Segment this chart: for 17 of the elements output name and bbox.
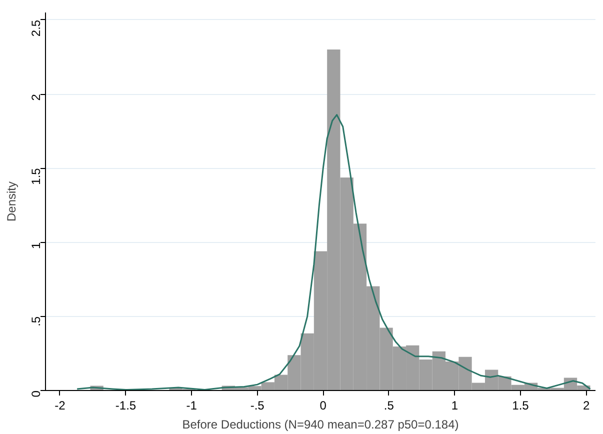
y-tick-label: 1.5	[29, 168, 43, 185]
y-tick-label: 0	[29, 390, 43, 398]
x-tick-label: 1.5	[512, 398, 530, 412]
x-tick-label: -2	[54, 398, 66, 412]
y-tick-label: 2.5	[29, 20, 43, 37]
y-axis-title: Density	[4, 181, 18, 222]
x-tick-label: -1	[186, 398, 198, 412]
y-tick-label: .5	[29, 316, 43, 326]
x-tick-label: 2	[582, 398, 590, 412]
x-tick-label: 1	[451, 398, 458, 412]
x-axis-title: Before Deductions (N=940 mean=0.287 p50=0.184)	[182, 418, 459, 432]
x-tick-label: 0	[320, 398, 327, 412]
x-tick-label: .5	[384, 398, 394, 412]
x-tick-label: -1.5	[115, 398, 136, 412]
x-tick-label: -.5	[250, 398, 265, 412]
y-tick-label: 1	[29, 242, 43, 249]
y-tick-label: 2	[29, 94, 43, 101]
